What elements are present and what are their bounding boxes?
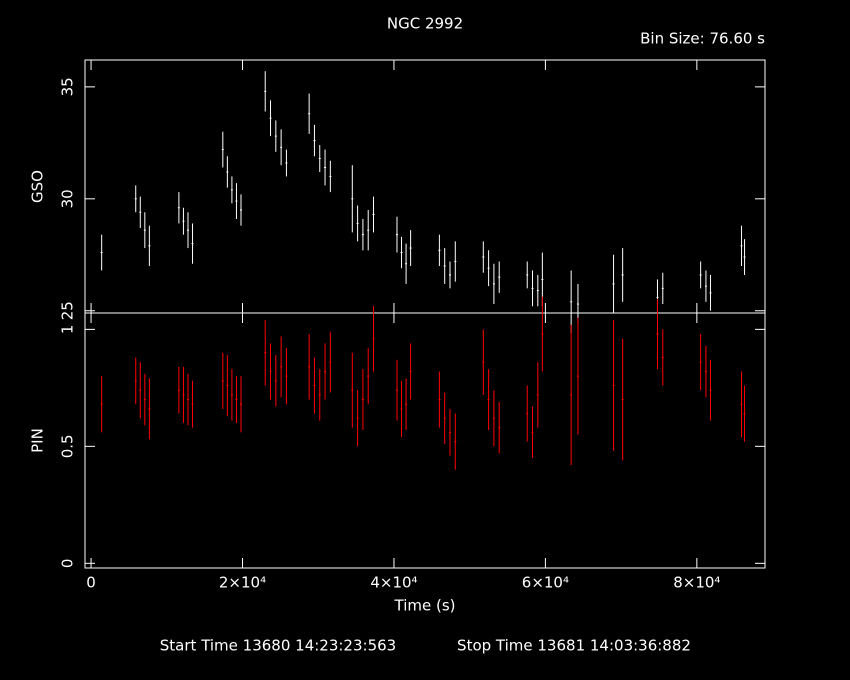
x-axis-label: Time (s): [394, 597, 456, 615]
y-tick-label: 25: [59, 301, 77, 320]
x-tick-label: 8×10⁴: [673, 574, 720, 592]
y-tick-label: 0: [59, 559, 77, 569]
y-tick-label: 30: [59, 189, 77, 208]
x-tick-label: 4×10⁴: [370, 574, 417, 592]
bin-size: Bin Size: 76.60 s: [640, 30, 765, 48]
y-axis-label: PIN: [29, 428, 47, 453]
y-tick-label: 0.5: [59, 434, 77, 458]
x-tick-label: 0: [86, 574, 96, 592]
y-tick-label: 1: [59, 325, 77, 335]
panel-frame: [84, 312, 766, 569]
y-axis-label: GSO: [29, 170, 47, 203]
y-tick-label: 35: [59, 77, 77, 96]
chart-title: NGC 2992: [387, 15, 463, 33]
stop-time: Stop Time 13681 14:03:36:882: [457, 637, 691, 655]
start-time: Start Time 13680 14:23:23:563: [160, 637, 396, 655]
x-tick-label: 6×10⁴: [522, 574, 569, 592]
x-tick-label: 2×10⁴: [219, 574, 266, 592]
